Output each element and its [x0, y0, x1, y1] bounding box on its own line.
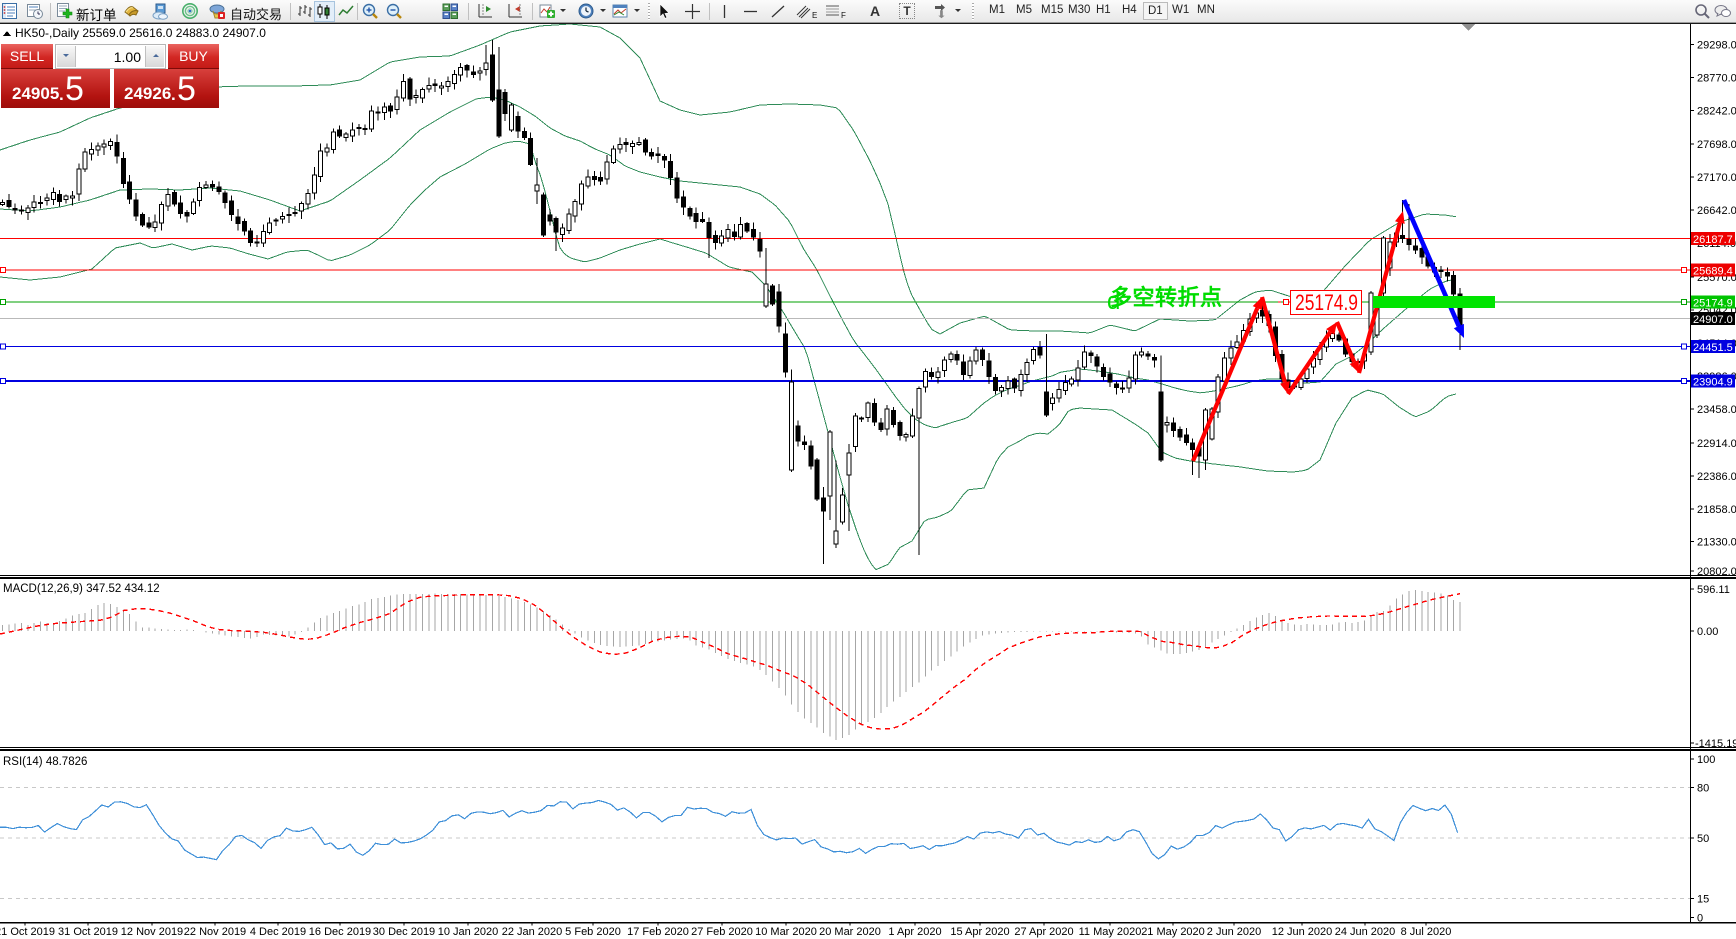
svg-text:22914.0: 22914.0 [1697, 438, 1736, 450]
svg-text:31 Oct 2019: 31 Oct 2019 [58, 926, 118, 938]
svg-text:23904.9: 23904.9 [1693, 377, 1733, 389]
svg-text:25689.4: 25689.4 [1693, 266, 1733, 278]
svg-text:25174.9: 25174.9 [1693, 298, 1733, 310]
svg-text:26187.7: 26187.7 [1693, 234, 1733, 246]
svg-text:d: d [1107, 288, 1120, 315]
svg-text:27 Feb 2020: 27 Feb 2020 [691, 926, 753, 938]
svg-text:21330.0: 21330.0 [1697, 537, 1736, 549]
svg-text:23458.0: 23458.0 [1697, 404, 1736, 416]
svg-text:0: 0 [1697, 913, 1703, 925]
svg-text:MACD(12,26,9) 347.52 434.12: MACD(12,26,9) 347.52 434.12 [3, 583, 160, 595]
svg-text:21858.0: 21858.0 [1697, 504, 1736, 516]
svg-text:10 Jan 2020: 10 Jan 2020 [438, 926, 499, 938]
svg-text:16 Dec 2019: 16 Dec 2019 [309, 926, 371, 938]
svg-text:25174.9: 25174.9 [1295, 290, 1358, 315]
svg-text:-1415.19: -1415.19 [1695, 738, 1736, 750]
svg-text:50: 50 [1697, 833, 1709, 845]
svg-text:24 Jun 2020: 24 Jun 2020 [1335, 926, 1396, 938]
svg-text:10 Mar 2020: 10 Mar 2020 [755, 926, 817, 938]
svg-text:30 Dec 2019: 30 Dec 2019 [373, 926, 435, 938]
svg-text:17 Feb 2020: 17 Feb 2020 [627, 926, 689, 938]
svg-text:8 Jul 2020: 8 Jul 2020 [1401, 926, 1452, 938]
svg-text:27170.0: 27170.0 [1697, 172, 1736, 184]
svg-text:4 Dec 2019: 4 Dec 2019 [250, 926, 306, 938]
svg-text:22 Nov 2019: 22 Nov 2019 [184, 926, 246, 938]
svg-text:15 Apr 2020: 15 Apr 2020 [950, 926, 1009, 938]
svg-text:RSI(14) 48.7826: RSI(14) 48.7826 [3, 756, 87, 768]
svg-text:27698.0: 27698.0 [1697, 139, 1736, 151]
svg-text:80: 80 [1697, 783, 1709, 795]
svg-text:21 Oct 2019: 21 Oct 2019 [0, 926, 55, 938]
svg-text:27 Apr 2020: 27 Apr 2020 [1014, 926, 1073, 938]
svg-text:24451.5: 24451.5 [1693, 342, 1733, 354]
svg-text:28242.0: 28242.0 [1697, 105, 1736, 117]
svg-text:15: 15 [1697, 894, 1709, 906]
svg-text:24907.0: 24907.0 [1693, 314, 1733, 326]
svg-text:HK50-,Daily 25569.0 25616.0 2: HK50-,Daily 25569.0 25616.0 24883.0 2490… [15, 26, 266, 40]
svg-text:22386.0: 22386.0 [1697, 471, 1736, 483]
svg-text:20802.0: 20802.0 [1697, 566, 1736, 578]
svg-text:0.00: 0.00 [1697, 626, 1718, 638]
svg-text:12 Jun 2020: 12 Jun 2020 [1272, 926, 1333, 938]
svg-text:22 Jan 2020: 22 Jan 2020 [502, 926, 563, 938]
svg-text:1 Apr 2020: 1 Apr 2020 [888, 926, 941, 938]
svg-text:11 May 2020: 11 May 2020 [1079, 926, 1142, 938]
svg-text:596.11: 596.11 [1697, 584, 1730, 596]
svg-text:21 May 2020: 21 May 2020 [1141, 926, 1205, 938]
svg-text:26642.0: 26642.0 [1697, 205, 1736, 217]
svg-text:5 Feb 2020: 5 Feb 2020 [565, 926, 621, 938]
svg-text:100: 100 [1697, 754, 1715, 766]
svg-text:28770.0: 28770.0 [1697, 72, 1736, 84]
svg-text:多空转折点: 多空转折点 [1110, 285, 1223, 310]
svg-text:12 Nov 2019: 12 Nov 2019 [121, 926, 183, 938]
svg-text:29298.0: 29298.0 [1697, 39, 1736, 51]
svg-text:2 Jun 2020: 2 Jun 2020 [1207, 926, 1261, 938]
svg-text:20 Mar 2020: 20 Mar 2020 [819, 926, 881, 938]
